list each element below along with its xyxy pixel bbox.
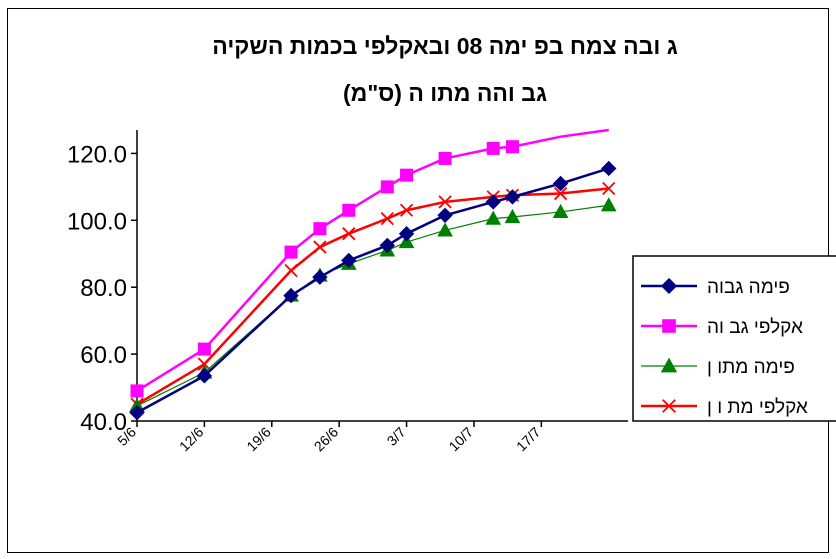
series-line	[136, 167, 610, 414]
data-point-stroke	[399, 203, 414, 217]
data-point-stroke	[553, 186, 568, 201]
data-point	[486, 141, 500, 155]
chart-subtitle: גב והה מתו ה (ס"מ)	[343, 80, 547, 106]
data-point	[380, 180, 394, 194]
data-point	[437, 222, 453, 237]
data-point-stroke	[438, 195, 452, 209]
x-tick-label: 3/7	[384, 424, 409, 449]
y-tick-label: 80.0	[80, 275, 127, 302]
data-point-stroke	[197, 357, 212, 371]
legend-item: אקלפי מת ו ן	[641, 397, 808, 418]
series-2	[130, 128, 609, 398]
data-point	[485, 210, 502, 225]
data-point	[130, 384, 144, 398]
legend: פימה גבוה אקלפי גב וה פימה מתו ן אקלפי מת ו…	[632, 255, 836, 422]
data-point	[602, 181, 616, 196]
x-axis: 5/6 12/6 19/6 26/6 3/7 10/7 17/7	[114, 420, 628, 455]
plot-area	[129, 128, 617, 421]
data-point	[196, 368, 213, 384]
data-point-stroke	[342, 227, 356, 241]
data-point	[660, 277, 678, 295]
data-point	[129, 404, 145, 421]
data-point	[552, 175, 569, 192]
data-point	[313, 222, 327, 236]
legend-label: פימה גבוה	[707, 277, 790, 298]
data-point	[553, 186, 568, 201]
legend-item: פימה מתו ן	[641, 357, 795, 378]
y-tick-label: 120.0	[67, 141, 127, 168]
x-tick-label: 26/6	[311, 424, 342, 455]
data-point	[283, 287, 299, 304]
data-point	[197, 342, 211, 356]
data-point	[438, 151, 452, 165]
data-point	[504, 189, 521, 205]
y-tick-label: 100.0	[67, 208, 127, 235]
y-tick-label: 40.0	[80, 409, 127, 436]
legend-label: אקלפי מת ו ן	[707, 397, 808, 418]
data-point	[379, 237, 396, 254]
data-point	[552, 203, 569, 219]
data-point	[660, 357, 678, 373]
data-point	[342, 203, 356, 217]
legend-item: אקלפי גב וה	[641, 317, 803, 338]
data-point	[485, 194, 501, 210]
data-point	[505, 140, 519, 154]
legend-label: פימה מתו ן	[707, 357, 795, 378]
data-point	[197, 357, 212, 371]
chart-title: ג ובה צמח בפ ימה 08 ובאקלפי בכמות השקיה	[212, 33, 677, 59]
y-tick-label: 60.0	[80, 342, 127, 369]
data-point-stroke	[284, 263, 298, 278]
series-line	[136, 128, 609, 392]
data-point-stroke	[380, 212, 394, 226]
series-1	[129, 160, 617, 421]
data-point	[662, 319, 676, 333]
data-point	[312, 269, 328, 285]
data-point	[504, 208, 521, 224]
data-point	[284, 263, 298, 278]
legend-label: אקלפי גב וה	[707, 317, 803, 338]
data-point	[341, 252, 357, 269]
x-tick-label: 17/7	[513, 424, 544, 455]
data-point-stroke	[313, 240, 327, 254]
data-point-stroke	[662, 399, 676, 413]
data-point	[399, 203, 414, 217]
y-axis: 40.0 60.0 80.0 100.0 120.0	[67, 130, 138, 436]
data-point	[380, 212, 394, 226]
data-point	[400, 168, 414, 182]
data-point	[398, 225, 415, 242]
x-tick-label: 19/6	[243, 424, 274, 455]
data-point-stroke	[602, 181, 616, 196]
data-point	[284, 245, 298, 259]
x-tick-label: 12/6	[176, 424, 207, 455]
data-point	[437, 207, 453, 224]
data-point	[662, 399, 676, 413]
data-point	[438, 195, 452, 209]
legend-item: פימה גבוה	[641, 277, 790, 298]
data-point	[601, 160, 617, 177]
data-point	[313, 240, 327, 254]
x-tick-label: 10/7	[445, 424, 476, 455]
data-point	[342, 227, 356, 241]
data-point	[600, 197, 617, 212]
